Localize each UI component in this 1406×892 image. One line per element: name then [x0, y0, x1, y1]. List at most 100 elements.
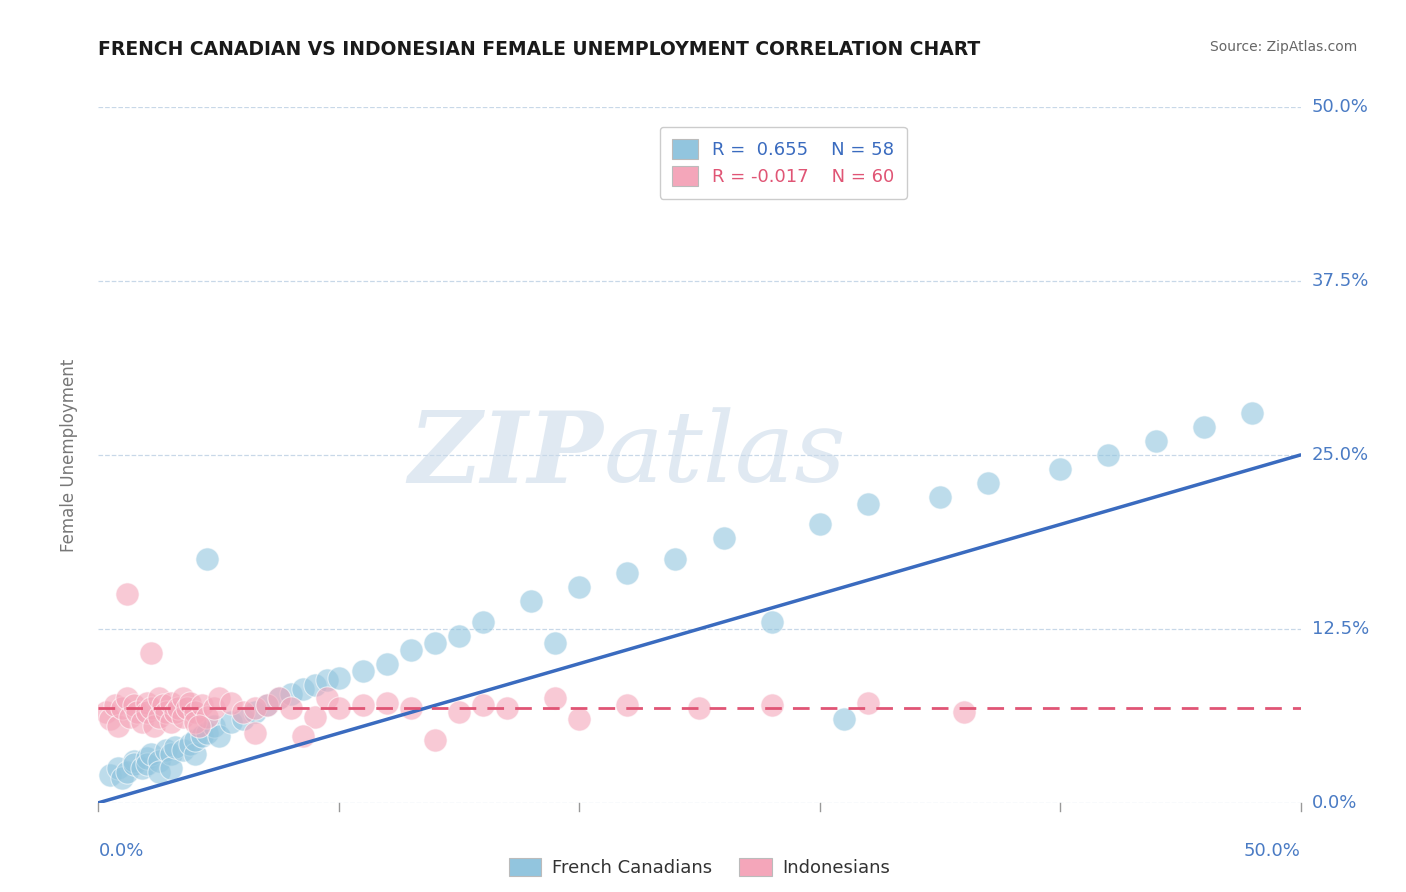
Point: [165, 706, 187, 720]
Point: [256, 698, 278, 713]
Point: [243, 706, 266, 720]
Point: [148, 754, 170, 768]
Point: [375, 657, 398, 671]
Point: [141, 646, 163, 660]
Point: [202, 701, 225, 715]
Point: [267, 691, 290, 706]
Point: [304, 709, 326, 723]
Point: [124, 698, 146, 713]
Point: [399, 642, 422, 657]
Point: [176, 701, 198, 715]
Text: 0.0%: 0.0%: [1312, 794, 1357, 812]
Point: [155, 706, 177, 720]
Point: [267, 691, 290, 706]
Point: [1241, 406, 1264, 420]
Text: FRENCH CANADIAN VS INDONESIAN FEMALE UNEMPLOYMENT CORRELATION CHART: FRENCH CANADIAN VS INDONESIAN FEMALE UNE…: [98, 40, 980, 59]
Point: [808, 517, 831, 532]
Point: [117, 765, 139, 780]
Text: 50.0%: 50.0%: [1244, 842, 1301, 860]
Point: [856, 696, 879, 710]
Point: [664, 552, 686, 566]
Point: [291, 729, 314, 743]
Point: [304, 677, 326, 691]
Point: [713, 532, 735, 546]
Point: [423, 636, 446, 650]
Point: [125, 706, 148, 720]
Legend: French Canadians, Indonesians: French Canadians, Indonesians: [502, 850, 897, 884]
Point: [280, 701, 302, 715]
Point: [179, 737, 201, 751]
Point: [104, 698, 127, 713]
Text: 37.5%: 37.5%: [1312, 272, 1369, 290]
Point: [124, 754, 146, 768]
Point: [202, 719, 225, 733]
Point: [496, 701, 519, 715]
Point: [195, 552, 218, 566]
Point: [447, 706, 470, 720]
Text: Source: ZipAtlas.com: Source: ZipAtlas.com: [1209, 40, 1357, 54]
Point: [124, 756, 146, 771]
Point: [315, 691, 337, 706]
Point: [616, 566, 638, 581]
Point: [131, 761, 153, 775]
Point: [399, 701, 422, 715]
Point: [195, 709, 218, 723]
Point: [100, 768, 122, 782]
Point: [280, 687, 302, 701]
Point: [159, 715, 181, 730]
Point: [1194, 420, 1216, 434]
Point: [159, 696, 181, 710]
Point: [616, 698, 638, 713]
Point: [135, 756, 157, 771]
Point: [155, 743, 177, 757]
Text: atlas: atlas: [603, 408, 846, 502]
Y-axis label: Female Unemployment: Female Unemployment: [59, 359, 77, 551]
Point: [568, 712, 591, 726]
Point: [232, 712, 254, 726]
Point: [135, 706, 157, 720]
Point: [148, 765, 170, 780]
Point: [165, 740, 187, 755]
Point: [148, 691, 170, 706]
Point: [172, 743, 194, 757]
Point: [315, 673, 337, 688]
Point: [328, 671, 350, 685]
Point: [135, 696, 157, 710]
Point: [375, 696, 398, 710]
Point: [172, 709, 194, 723]
Text: ZIP: ZIP: [408, 407, 603, 503]
Point: [243, 726, 266, 740]
Point: [191, 698, 214, 713]
Text: 12.5%: 12.5%: [1312, 620, 1369, 638]
Point: [761, 615, 783, 629]
Point: [107, 719, 129, 733]
Point: [118, 709, 141, 723]
Point: [832, 712, 855, 726]
Point: [148, 709, 170, 723]
Point: [328, 701, 350, 715]
Point: [219, 715, 242, 730]
Point: [117, 587, 139, 601]
Point: [977, 475, 1000, 490]
Point: [183, 715, 205, 730]
Point: [447, 629, 470, 643]
Point: [472, 615, 495, 629]
Point: [131, 715, 153, 730]
Point: [183, 747, 205, 761]
Text: 0.0%: 0.0%: [98, 842, 143, 860]
Point: [243, 701, 266, 715]
Point: [135, 751, 157, 765]
Point: [423, 733, 446, 747]
Point: [111, 701, 134, 715]
Point: [291, 681, 314, 696]
Point: [352, 664, 374, 678]
Point: [100, 712, 122, 726]
Point: [172, 691, 194, 706]
Point: [688, 701, 710, 715]
Point: [94, 706, 117, 720]
Point: [520, 594, 543, 608]
Point: [152, 698, 174, 713]
Point: [179, 696, 201, 710]
Point: [856, 497, 879, 511]
Point: [111, 771, 134, 785]
